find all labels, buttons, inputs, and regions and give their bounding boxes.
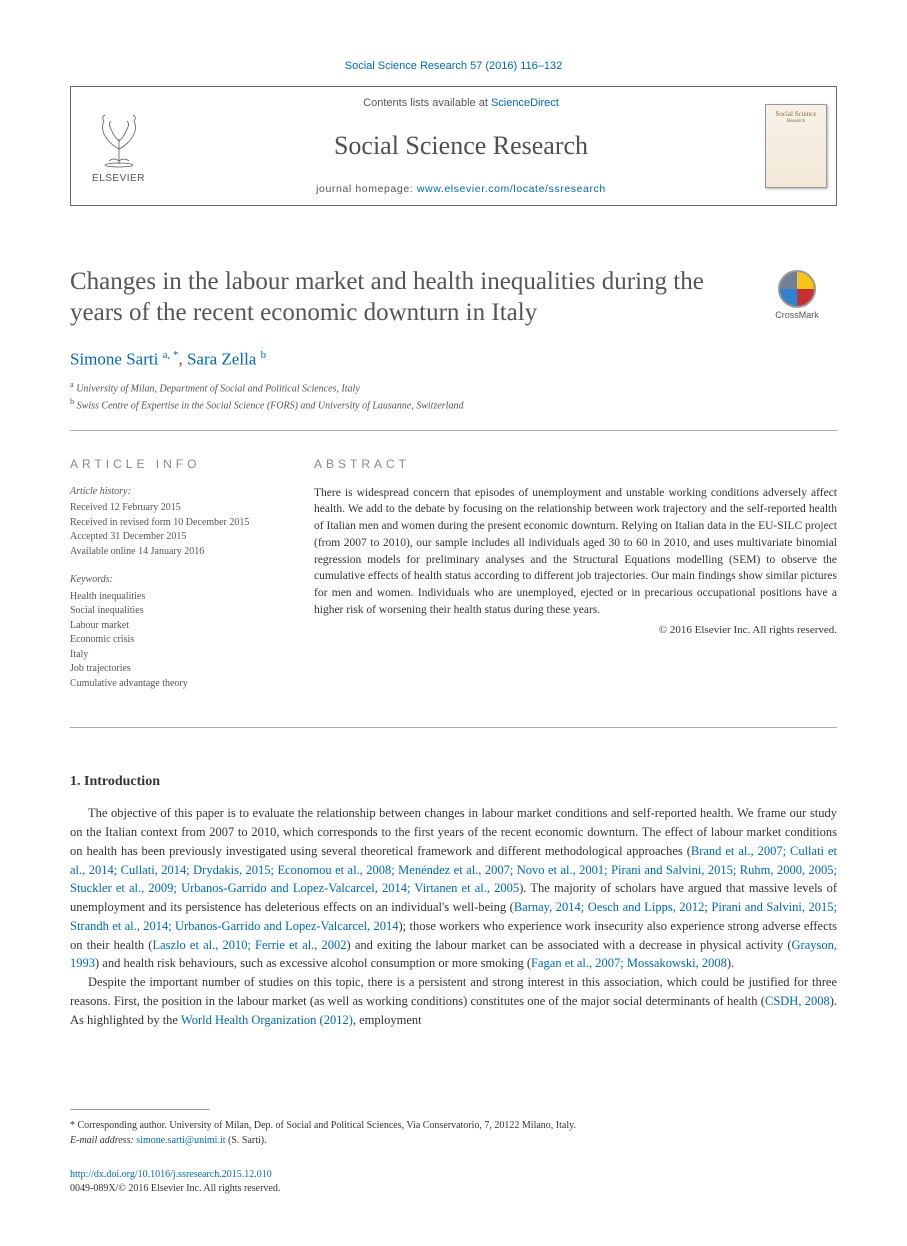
title-row: Changes in the labour market and health … bbox=[70, 266, 837, 329]
crossmark-label: CrossMark bbox=[775, 310, 819, 320]
citation-link[interactable]: Laszlo et al., 2010; Ferrie et al., 2002 bbox=[152, 938, 346, 952]
cover-title: Social Science bbox=[775, 111, 816, 119]
article-info-label: ARTICLE INFO bbox=[70, 457, 280, 471]
affil-text: Swiss Centre of Expertise in the Social … bbox=[77, 401, 464, 412]
para-text: ) and exiting the labour market can be a… bbox=[347, 938, 792, 952]
keywords-block: Keywords: Health inequalities Social ine… bbox=[70, 573, 280, 691]
para-text: ) and health risk behaviours, such as ex… bbox=[95, 956, 531, 970]
affil-mark: b bbox=[70, 397, 74, 406]
journal-reference: Social Science Research 57 (2016) 116–13… bbox=[70, 60, 837, 72]
elsevier-tree-icon bbox=[89, 109, 149, 169]
author-link[interactable]: Sara Zella bbox=[187, 349, 256, 368]
sciencedirect-link[interactable]: ScienceDirect bbox=[491, 97, 559, 109]
author-mark: a, * bbox=[163, 349, 179, 361]
affiliation-line: b Swiss Centre of Expertise in the Socia… bbox=[70, 396, 837, 413]
para-text: ). bbox=[727, 956, 734, 970]
keyword: Social inequalities bbox=[70, 604, 280, 619]
issn-copyright: 0049-089X/© 2016 Elsevier Inc. All right… bbox=[70, 1182, 837, 1196]
journal-cover-thumbnail: Social Science Research bbox=[765, 104, 827, 188]
email-label: E-mail address: bbox=[70, 1135, 134, 1146]
publisher-name: ELSEVIER bbox=[92, 173, 145, 184]
abstract-copyright: © 2016 Elsevier Inc. All rights reserved… bbox=[314, 624, 837, 636]
abstract-label: ABSTRACT bbox=[314, 457, 837, 471]
keyword: Job trajectories bbox=[70, 662, 280, 677]
affiliations: a University of Milan, Department of Soc… bbox=[70, 379, 837, 431]
info-abstract-row: ARTICLE INFO Article history: Received 1… bbox=[70, 457, 837, 729]
abstract-text: There is widespread concern that episode… bbox=[314, 485, 837, 618]
corr-line: * Corresponding author. University of Mi… bbox=[70, 1118, 837, 1133]
para-text: Despite the important number of studies … bbox=[70, 975, 837, 1008]
abstract-column: ABSTRACT There is widespread concern tha… bbox=[314, 457, 837, 706]
history-heading: Article history: bbox=[70, 485, 280, 500]
keyword: Labour market bbox=[70, 619, 280, 634]
author-list: Simone Sarti a, *, Sara Zella b bbox=[70, 349, 837, 370]
article-info-column: ARTICLE INFO Article history: Received 1… bbox=[70, 457, 280, 706]
author-sep: , bbox=[178, 349, 187, 368]
history-line: Received 12 February 2015 bbox=[70, 501, 280, 516]
history-block: Article history: Received 12 February 20… bbox=[70, 485, 280, 560]
introduction-section: 1. Introduction The objective of this pa… bbox=[70, 774, 837, 1029]
email-suffix: (S. Sarti). bbox=[226, 1135, 267, 1146]
citation-link[interactable]: Fagan et al., 2007; Mossakowski, 2008 bbox=[531, 956, 727, 970]
keyword: Cumulative advantage theory bbox=[70, 677, 280, 692]
doi-block: http://dx.doi.org/10.1016/j.ssresearch.2… bbox=[70, 1168, 837, 1196]
crossmark-widget[interactable]: CrossMark bbox=[757, 270, 837, 320]
para-text: , employment bbox=[353, 1013, 422, 1027]
body-paragraph: Despite the important number of studies … bbox=[70, 973, 837, 1029]
footnote-rule bbox=[70, 1109, 210, 1110]
author-mark: b bbox=[261, 349, 267, 361]
author-link[interactable]: Simone Sarti bbox=[70, 349, 158, 368]
homepage-link[interactable]: www.elsevier.com/locate/ssresearch bbox=[417, 183, 606, 195]
email-line: E-mail address: simone.sarti@unimi.it (S… bbox=[70, 1133, 837, 1148]
email-link[interactable]: simone.sarti@unimi.it bbox=[136, 1135, 225, 1146]
citation-link[interactable]: CSDH, 2008 bbox=[765, 994, 830, 1008]
contents-prefix: Contents lists available at bbox=[363, 97, 491, 109]
affiliation-line: a University of Milan, Department of Soc… bbox=[70, 379, 837, 396]
header-box: ELSEVIER Contents lists available at Sci… bbox=[70, 86, 837, 206]
page-container: Social Science Research 57 (2016) 116–13… bbox=[0, 0, 907, 1246]
crossmark-icon bbox=[778, 270, 816, 308]
affil-mark: a bbox=[70, 380, 74, 389]
doi-link[interactable]: http://dx.doi.org/10.1016/j.ssresearch.2… bbox=[70, 1169, 272, 1180]
contents-line: Contents lists available at ScienceDirec… bbox=[363, 97, 559, 109]
homepage-line: journal homepage: www.elsevier.com/locat… bbox=[316, 183, 606, 195]
section-heading: 1. Introduction bbox=[70, 774, 837, 790]
cover-cell: Social Science Research bbox=[756, 87, 836, 205]
homepage-prefix: journal homepage: bbox=[316, 183, 417, 195]
header-center: Contents lists available at ScienceDirec… bbox=[166, 87, 756, 205]
affil-text: University of Milan, Department of Socia… bbox=[76, 383, 360, 394]
cover-subtitle: Research bbox=[787, 119, 805, 124]
keyword: Health inequalities bbox=[70, 590, 280, 605]
history-line: Available online 14 January 2016 bbox=[70, 545, 280, 560]
body-paragraph: The objective of this paper is to evalua… bbox=[70, 804, 837, 973]
publisher-logo-cell: ELSEVIER bbox=[71, 87, 166, 205]
corresponding-author: * Corresponding author. University of Mi… bbox=[70, 1118, 837, 1148]
article-title: Changes in the labour market and health … bbox=[70, 266, 737, 329]
citation-link[interactable]: World Health Organization (2012) bbox=[181, 1013, 353, 1027]
history-line: Received in revised form 10 December 201… bbox=[70, 516, 280, 531]
keyword: Italy bbox=[70, 648, 280, 663]
keywords-heading: Keywords: bbox=[70, 573, 280, 588]
keyword: Economic crisis bbox=[70, 633, 280, 648]
journal-title: Social Science Research bbox=[334, 131, 588, 161]
history-line: Accepted 31 December 2015 bbox=[70, 530, 280, 545]
